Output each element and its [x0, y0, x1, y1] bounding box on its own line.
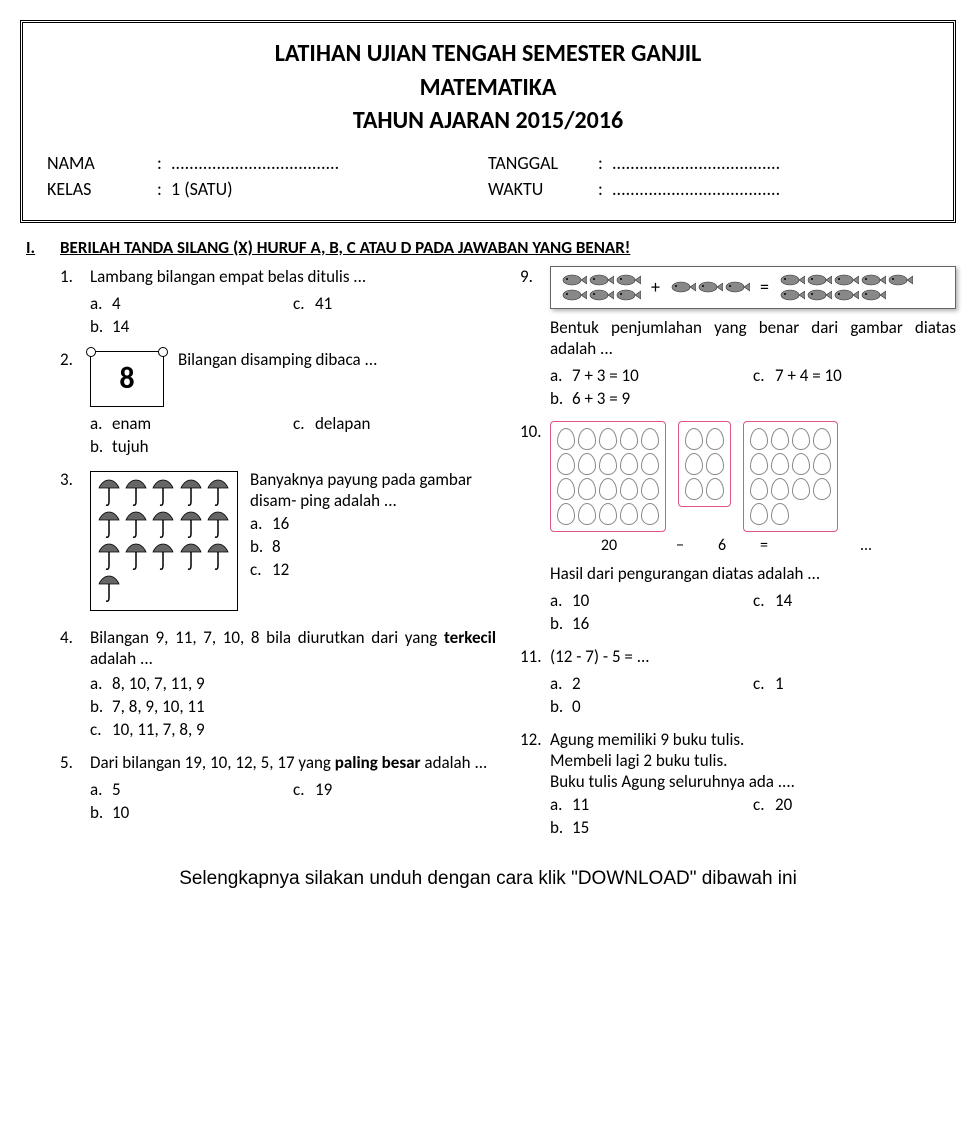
q10-text: Hasil dari pengurangan diatas adalah ...	[550, 563, 956, 584]
q2-opt-b: b.tujuh	[90, 436, 293, 457]
title-line-2: MATEMATIKA	[47, 71, 929, 105]
q9-number: 9.	[520, 266, 550, 411]
download-footer-text: Selengkapnya silakan unduh dengan cara k…	[20, 868, 956, 890]
question-2: 2. 8 Bilangan disamping dibaca ... a.ena…	[60, 349, 496, 459]
q3-opt-a: a.16	[250, 513, 496, 534]
egg-box-result	[743, 421, 838, 532]
q11-opt-a: a.2	[550, 673, 753, 694]
egg-equation-image	[550, 421, 956, 532]
q12-line2: Membeli lagi 2 buku tulis.	[550, 750, 956, 771]
title-line-3: TAHUN AJARAN 2015/2016	[47, 104, 929, 138]
q12-line3: Buku tulis Agung seluruhnya ada ....	[550, 771, 956, 792]
egg-labels: 20 − 6 = ...	[550, 536, 956, 555]
q10-opt-a: a.10	[550, 590, 753, 611]
q12-opt-a: a.11	[550, 794, 753, 815]
question-10: 10. 20 − 6 = ... Hasil dari pengurangan …	[520, 421, 956, 636]
question-1: 1. Lambang bilangan empat belas ditulis …	[60, 266, 496, 339]
q11-number: 11.	[520, 646, 550, 719]
q4-number: 4.	[60, 627, 90, 742]
plus-icon: +	[647, 276, 664, 298]
nama-field: .....................................	[171, 152, 488, 174]
q12-opt-c: c.20	[753, 794, 956, 815]
q12-opt-b: b.15	[550, 817, 753, 838]
q1-opt-c: c.41	[293, 293, 496, 314]
kelas-label: KELAS	[47, 178, 157, 200]
waktu-field: .....................................	[612, 178, 929, 200]
title-block: LATIHAN UJIAN TENGAH SEMESTER GANJIL MAT…	[47, 37, 929, 138]
right-column: 9. + = Bentuk penjumlahan yang benar dar…	[520, 266, 956, 850]
question-11: 11. (12 - 7) - 5 = ... a.2 b.0 c.1	[520, 646, 956, 719]
q3-number: 3.	[60, 469, 90, 617]
section-instruction: BERILAH TANDA SILANG (X) HURUF A, B, C A…	[60, 237, 630, 258]
fish-group-c	[779, 273, 913, 302]
q9-text: Bentuk penjumlahan yang benar dari gamba…	[550, 317, 956, 359]
q11-opt-c: c.1	[753, 673, 956, 694]
q10-opt-b: b.16	[550, 613, 753, 634]
q12-number: 12.	[520, 729, 550, 840]
q11-text: (12 - 7) - 5 = ...	[550, 646, 956, 667]
q1-text: Lambang bilangan empat belas ditulis ...	[90, 266, 496, 287]
egg-box-6	[678, 421, 731, 507]
fish-equation-image: + =	[550, 266, 956, 309]
q5-opt-a: a.5	[90, 779, 293, 800]
waktu-label: WAKTU	[488, 178, 598, 200]
q2-opt-a: a.enam	[90, 413, 293, 434]
q9-opt-a: a.7 + 3 = 10	[550, 365, 753, 386]
fish-group-b	[670, 280, 750, 294]
section-i-heading: I. BERILAH TANDA SILANG (X) HURUF A, B, …	[20, 237, 956, 258]
q10-number: 10.	[520, 421, 550, 636]
q9-opt-c: c.7 + 4 = 10	[753, 365, 956, 386]
equals-icon: =	[756, 276, 773, 298]
q5-number: 5.	[60, 752, 90, 825]
q4-opt-b: b.7, 8, 9, 10, 11	[90, 696, 496, 717]
egg-box-20	[550, 421, 666, 532]
left-column: 1. Lambang bilangan empat belas ditulis …	[60, 266, 496, 850]
question-12: 12. Agung memiliki 9 buku tulis. Membeli…	[520, 729, 956, 840]
exam-header: LATIHAN UJIAN TENGAH SEMESTER GANJIL MAT…	[20, 20, 956, 223]
q9-opt-b: b.6 + 3 = 9	[550, 388, 753, 409]
q1-opt-a: a.4	[90, 293, 293, 314]
scroll-digit-icon: 8	[90, 351, 164, 407]
fish-group-a	[561, 273, 641, 302]
q12-line1: Agung memiliki 9 buku tulis.	[550, 729, 956, 750]
q2-opt-c: c.delapan	[293, 413, 496, 434]
umbrella-image	[90, 471, 238, 611]
title-line-1: LATIHAN UJIAN TENGAH SEMESTER GANJIL	[47, 37, 929, 71]
nama-label: NAMA	[47, 152, 157, 174]
q10-opt-c: c.14	[753, 590, 956, 611]
q4-opt-a: a.8, 10, 7, 11, 9	[90, 673, 496, 694]
q3-opt-c: c.12	[250, 559, 496, 580]
q5-opt-c: c.19	[293, 779, 496, 800]
q5-text: Dari bilangan 19, 10, 12, 5, 17 yang pal…	[90, 752, 496, 773]
q1-opt-b: b.14	[90, 316, 293, 337]
question-5: 5. Dari bilangan 19, 10, 12, 5, 17 yang …	[60, 752, 496, 825]
kelas-value: 1 (SATU)	[171, 178, 233, 200]
q1-number: 1.	[60, 266, 90, 339]
question-3: 3. Banyaknya payung pada gambar disam- p…	[60, 469, 496, 617]
q11-opt-b: b.0	[550, 696, 753, 717]
question-9: 9. + = Bentuk penjumlahan yang benar dar…	[520, 266, 956, 411]
tanggal-label: TANGGAL	[488, 152, 598, 174]
section-number: I.	[20, 237, 60, 258]
q3-opt-b: b.8	[250, 536, 496, 557]
question-4: 4. Bilangan 9, 11, 7, 10, 8 bila diurutk…	[60, 627, 496, 742]
q2-number: 2.	[60, 349, 90, 459]
q4-opt-c: c.10, 11, 7, 8, 9	[90, 719, 496, 740]
q4-text: Bilangan 9, 11, 7, 10, 8 bila diurutkan …	[90, 627, 496, 669]
tanggal-field: .....................................	[612, 152, 929, 174]
q5-opt-b: b.10	[90, 802, 293, 823]
